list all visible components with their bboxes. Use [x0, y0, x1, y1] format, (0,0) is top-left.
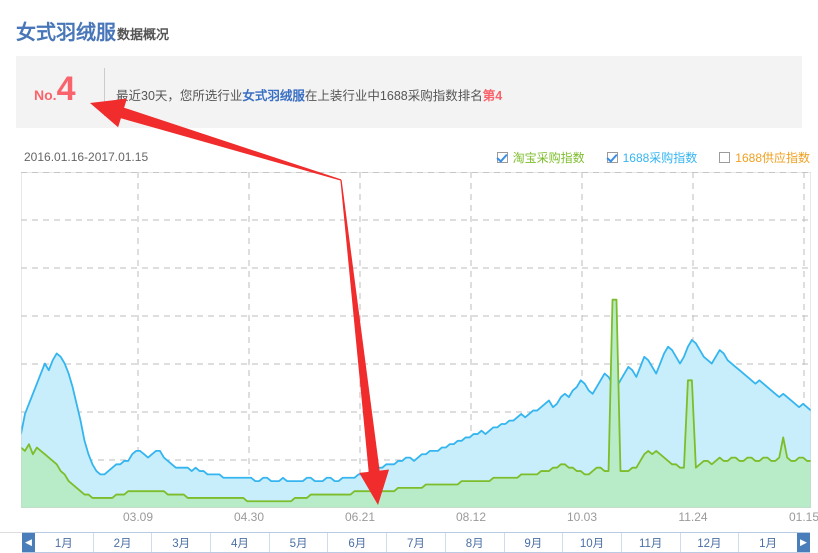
- timeline-next-button[interactable]: ▶: [797, 533, 810, 552]
- legend-checkbox-1688-purchase[interactable]: [606, 152, 618, 163]
- timeline-month-cell[interactable]: 12月: [680, 533, 740, 552]
- x-axis-tick-label: 08.12: [455, 510, 487, 524]
- legend-item-1688-supply[interactable]: 1688供应指数: [719, 149, 810, 166]
- x-axis-tick-label: 01.15: [788, 510, 818, 524]
- timeline-month-cell[interactable]: 10月: [563, 533, 622, 552]
- timeline-left-gap: [0, 532, 22, 553]
- page-title-suffix: 数据概况: [117, 27, 170, 42]
- timeline-month-cell[interactable]: 5月: [269, 533, 329, 552]
- rank-number-block: No.4: [34, 72, 75, 106]
- x-axis-tick-label: 10.03: [566, 510, 598, 524]
- series-line-1688-purchase: [21, 339, 811, 483]
- index-trend-chart: [21, 172, 811, 508]
- series-line-taobao-purchase: [21, 298, 811, 503]
- legend-checkbox-taobao[interactable]: [496, 152, 508, 163]
- legend-checkbox-1688-supply[interactable]: [719, 152, 731, 163]
- rank-text-keyword: 女式羽绒服: [242, 89, 305, 103]
- page-title: 女式羽绒服数据概况: [16, 16, 169, 45]
- rank-banner: No.4 最近30天，您所选行业女式羽绒服在上装行业中1688采购指数排名第4: [16, 56, 802, 128]
- timeline-month-cell[interactable]: 3月: [152, 533, 212, 552]
- series-area-taobao-purchase: [21, 299, 811, 508]
- legend-label-taobao: 淘宝采购指数: [512, 151, 585, 165]
- legend-item-taobao[interactable]: 淘宝采购指数: [496, 149, 585, 166]
- legend-item-1688-purchase[interactable]: 1688采购指数: [606, 149, 698, 166]
- timeline-month-cell[interactable]: 1月: [739, 533, 797, 552]
- rank-divider: [104, 68, 105, 116]
- x-axis-tick-label: 04.30: [233, 510, 265, 524]
- timeline-month-cell[interactable]: 8月: [445, 533, 505, 552]
- legend-label-1688-supply: 1688供应指数: [735, 151, 810, 165]
- timeline-month-cell[interactable]: 1月: [35, 533, 94, 552]
- rank-number: 4: [56, 70, 76, 108]
- timeline-month-cell[interactable]: 6月: [328, 533, 388, 552]
- month-timeline[interactable]: ◀ 1月 2月 3月 4月 5月 6月 7月 8月 9月 10月 11月 12月 1月 ▶: [22, 532, 810, 553]
- rank-text-part1: 最近30天，您所选行业: [116, 89, 243, 103]
- rank-no-label: No.: [34, 87, 57, 103]
- timeline-cells: 1月 2月 3月 4月 5月 6月 7月 8月 9月 10月 11月 12月 1月: [35, 533, 797, 552]
- x-axis-tick-label: 06.21: [344, 510, 376, 524]
- chart-date-range: 2016.01.16-2017.01.15: [24, 150, 149, 164]
- x-axis-tick-label: 03.09: [122, 510, 154, 524]
- timeline-month-cell[interactable]: 11月: [621, 533, 681, 552]
- chart-x-axis: 03.09 04.30 06.21 08.12 10.03 11.24 01.15: [21, 510, 818, 526]
- timeline-month-cell[interactable]: 2月: [93, 533, 153, 552]
- x-axis-tick-label: 11.24: [678, 510, 708, 524]
- rank-text-part2: 在上装行业中1688采购指数排名: [304, 89, 483, 103]
- timeline-month-cell[interactable]: 9月: [504, 533, 564, 552]
- chart-series-layer: [21, 298, 811, 508]
- rank-description: 最近30天，您所选行业女式羽绒服在上装行业中1688采购指数排名第4: [116, 85, 502, 104]
- timeline-prev-button[interactable]: ◀: [22, 533, 35, 552]
- rank-text-highlight: 第4: [482, 89, 503, 103]
- page-title-keyword: 女式羽绒服: [16, 22, 116, 44]
- legend-label-1688-purchase: 1688采购指数: [622, 151, 698, 165]
- timeline-month-cell[interactable]: 4月: [211, 533, 270, 552]
- timeline-month-cell[interactable]: 7月: [387, 533, 446, 552]
- chart-legend: 淘宝采购指数 1688采购指数 1688供应指数: [496, 149, 810, 166]
- chart-canvas: [21, 172, 811, 508]
